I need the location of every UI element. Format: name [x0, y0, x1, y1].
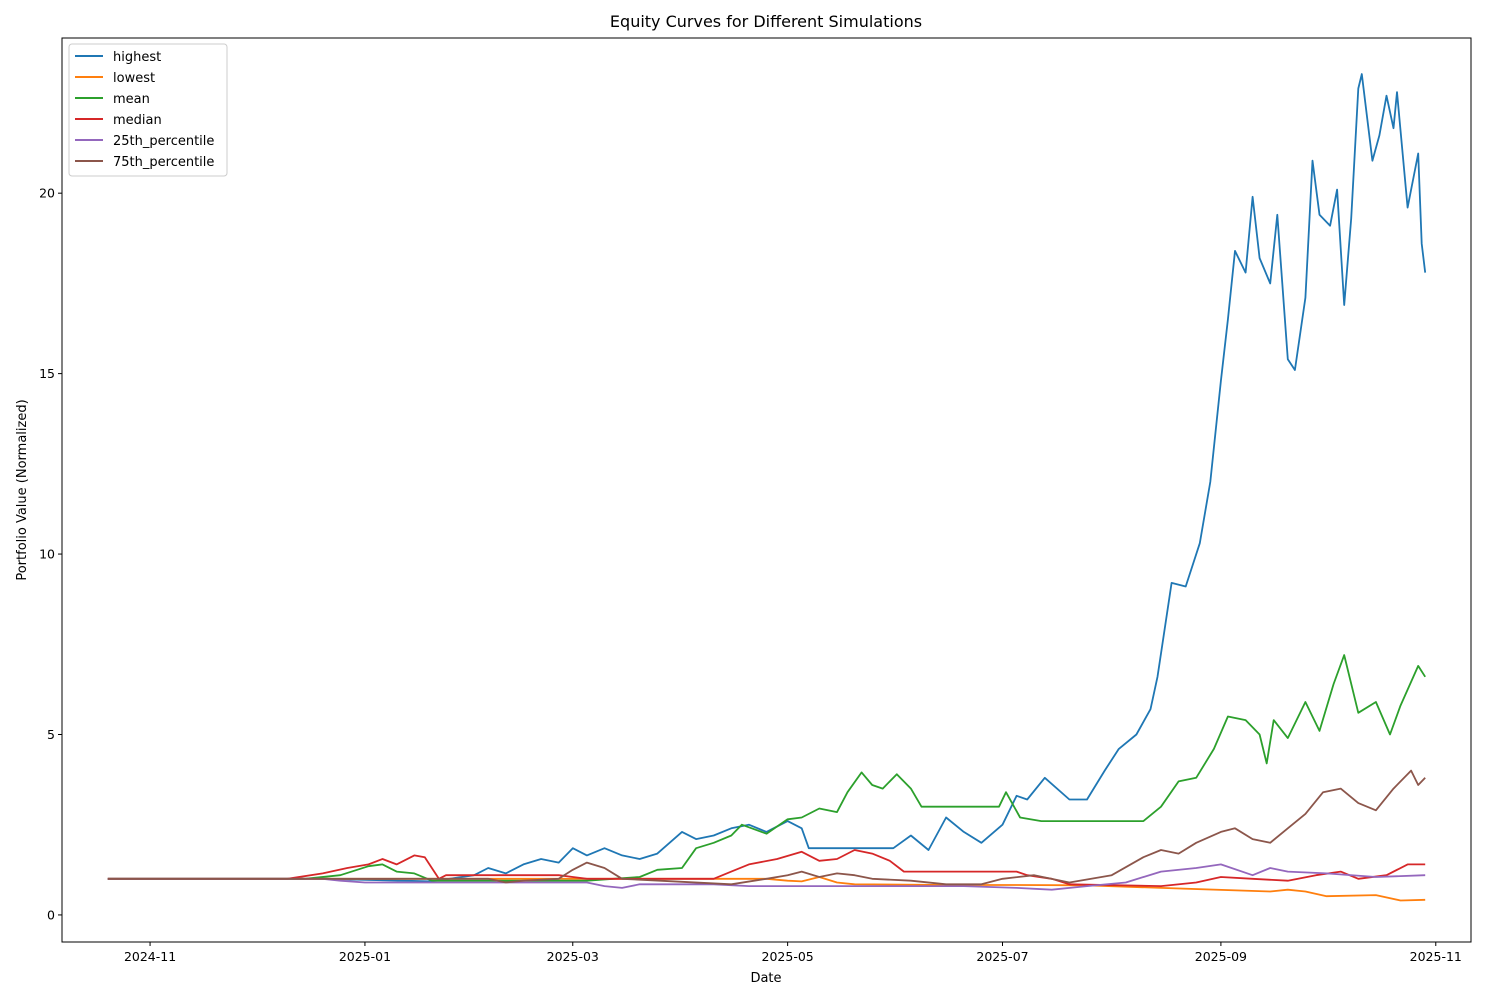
x-axis-label: Date — [750, 971, 781, 986]
series-line-75th-percentile — [107, 769, 1426, 886]
legend-label-highest: highest — [113, 50, 161, 65]
series-line-mean — [107, 654, 1426, 882]
x-tick-label: 2025-09 — [1195, 949, 1247, 964]
legend-label-median: median — [113, 113, 162, 128]
plot-frame — [61, 37, 1472, 943]
chart-title: Equity Curves for Different Simulations — [609, 12, 923, 31]
legend: highest lowest mean median 25th_percentile 75… — [68, 43, 228, 177]
x-tick-label: 2025-05 — [762, 949, 814, 964]
series-line-25th-percentile — [107, 863, 1426, 891]
legend-box — [68, 43, 228, 177]
x-tick-label: 2025-11 — [1410, 949, 1462, 964]
series-line-highest — [107, 73, 1427, 883]
legend-label-mean: mean — [113, 92, 150, 107]
series-lines — [107, 73, 1427, 902]
legend-label-lowest: lowest — [113, 71, 155, 86]
x-tick-label: 2025-01 — [339, 949, 391, 964]
y-tick-label: 10 — [39, 547, 55, 562]
y-tick-label: 0 — [47, 907, 55, 922]
x-tick-label: 2024-11 — [124, 949, 176, 964]
series-line-median — [107, 849, 1426, 887]
legend-label-25th-percentile: 25th_percentile — [113, 134, 214, 149]
legend-label-75th-percentile: 75th_percentile — [113, 155, 214, 170]
x-axis: 2024-11 2025-01 2025-03 2025-05 2025-07 2025-… — [124, 942, 1462, 964]
y-tick-label: 15 — [39, 366, 55, 381]
y-tick-label: 5 — [47, 727, 55, 742]
series-line-lowest — [107, 876, 1426, 902]
y-axis: 0 5 10 15 20 — [39, 186, 62, 922]
y-tick-label: 20 — [39, 186, 55, 201]
x-tick-label: 2025-03 — [547, 949, 599, 964]
y-axis-label: Portfolio Value (Normalized) — [15, 399, 30, 580]
x-tick-label: 2025-07 — [976, 949, 1028, 964]
